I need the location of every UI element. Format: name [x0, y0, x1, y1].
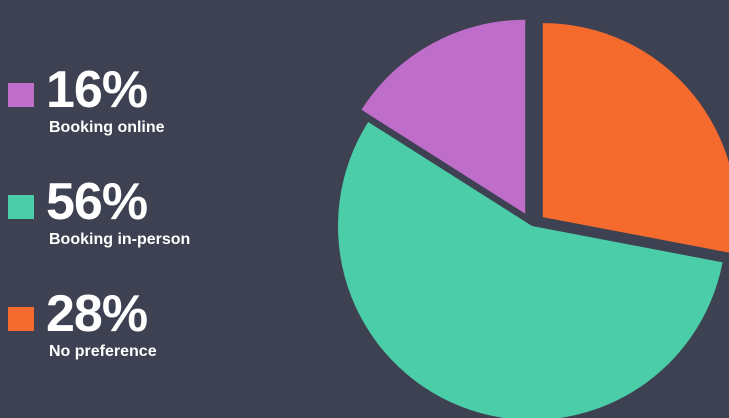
- legend-swatch-booking-online: [8, 83, 34, 107]
- pie-slice-no-preference: [542, 23, 729, 253]
- pie-slice-booking-in-person: [338, 122, 723, 418]
- legend-percent-booking-online: 16%: [46, 61, 148, 119]
- legend-label-booking-online: Booking online: [49, 119, 165, 136]
- legend-label-booking-in-person: Booking in-person: [49, 231, 191, 248]
- legend-swatch-booking-in-person: [8, 195, 34, 219]
- legend-percent-booking-in-person: 56%: [46, 173, 148, 231]
- legend-label-no-preference: No preference: [49, 343, 157, 360]
- legend-swatch-no-preference: [8, 307, 34, 331]
- legend-percent-no-preference: 28%: [46, 285, 148, 343]
- pie-slice-booking-online: [361, 19, 526, 214]
